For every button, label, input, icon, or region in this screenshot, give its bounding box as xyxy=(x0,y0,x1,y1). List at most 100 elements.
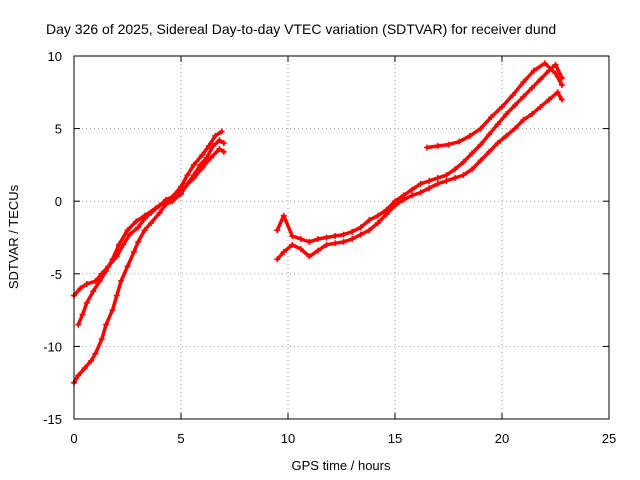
data-point xyxy=(98,336,105,343)
data-point xyxy=(77,285,84,292)
data-point xyxy=(451,174,458,181)
data-point xyxy=(451,166,458,173)
data-point xyxy=(118,278,125,285)
data-point xyxy=(135,238,142,245)
data-point xyxy=(323,234,330,241)
data-point xyxy=(558,82,565,89)
y-tick-label: 5 xyxy=(55,122,62,137)
y-tick-label: 10 xyxy=(48,49,62,64)
data-point xyxy=(357,231,364,238)
x-tick-label: 25 xyxy=(602,431,616,446)
data-point xyxy=(469,166,476,173)
data-point xyxy=(488,113,495,120)
chart-title: Day 326 of 2025, Sidereal Day-to-day VTE… xyxy=(46,21,556,37)
data-point xyxy=(494,121,501,128)
data-point xyxy=(537,76,544,83)
series-line-2 xyxy=(72,129,224,298)
data-point xyxy=(280,249,287,256)
data-point xyxy=(96,278,103,285)
data-point xyxy=(124,227,131,234)
data-point xyxy=(156,209,163,216)
data-point xyxy=(332,233,339,240)
data-point xyxy=(417,189,424,196)
data-point xyxy=(199,164,206,171)
data-point xyxy=(554,89,561,96)
data-point xyxy=(79,311,86,318)
tick-labels: 0 5 10 15 20 25 -15 -10 -5 0 5 10 xyxy=(43,49,616,446)
data-point xyxy=(280,212,287,219)
data-point xyxy=(392,198,398,205)
data-point xyxy=(426,185,433,192)
data-point xyxy=(109,256,116,263)
data-point xyxy=(417,180,424,187)
data-point xyxy=(531,67,538,74)
data-point xyxy=(383,206,390,213)
data-point xyxy=(133,218,140,225)
data-point xyxy=(323,241,330,248)
data-point xyxy=(171,192,178,199)
data-point xyxy=(466,132,473,139)
data-point xyxy=(212,132,219,139)
x-tick-label: 20 xyxy=(495,431,509,446)
data-point xyxy=(434,180,441,187)
data-point xyxy=(340,231,347,238)
data-point xyxy=(477,157,484,164)
data-point xyxy=(366,227,373,234)
plot-frame xyxy=(73,55,610,420)
data-point xyxy=(511,102,518,109)
data-point xyxy=(83,280,90,287)
data-point xyxy=(182,183,189,190)
data-point xyxy=(205,143,212,150)
y-tick-label: -10 xyxy=(43,339,62,354)
data-point xyxy=(190,161,197,168)
data-point xyxy=(274,227,281,234)
data-point xyxy=(115,241,122,248)
data-point xyxy=(520,79,527,86)
data-point xyxy=(349,228,356,235)
data-point xyxy=(366,217,373,224)
data-point xyxy=(103,267,110,274)
data-point xyxy=(537,103,544,110)
data-point xyxy=(424,144,431,151)
data-point xyxy=(184,172,191,179)
data-point xyxy=(190,174,197,181)
y-axis-label: SDTVAR / TECUs xyxy=(6,184,21,289)
axis-ticks xyxy=(73,55,610,420)
x-tick-label: 5 xyxy=(177,431,184,446)
data-point xyxy=(274,256,281,263)
data-point xyxy=(469,150,476,157)
data-point xyxy=(486,131,493,138)
data-point xyxy=(314,235,321,242)
series-line-4 xyxy=(275,90,564,262)
data-point xyxy=(113,292,120,299)
data-point xyxy=(546,96,553,103)
data-point xyxy=(434,174,441,181)
data-point xyxy=(509,92,516,99)
data-point xyxy=(306,238,313,245)
data-point xyxy=(520,116,527,123)
data-point xyxy=(216,145,223,152)
series-line-1 xyxy=(72,138,226,385)
data-point xyxy=(124,263,131,270)
y-tick-label: 0 xyxy=(55,194,62,209)
data-point xyxy=(207,154,214,161)
data-point xyxy=(152,205,159,212)
data-point xyxy=(499,103,505,110)
data-point xyxy=(126,231,133,238)
data-point xyxy=(503,132,510,139)
data-point xyxy=(340,238,347,245)
data-point xyxy=(220,140,227,147)
data-point xyxy=(511,125,518,132)
data-point xyxy=(81,365,88,372)
data-point xyxy=(477,141,484,148)
data-point xyxy=(456,138,463,145)
data-point xyxy=(148,219,155,226)
y-tick-label: -5 xyxy=(50,267,62,282)
series-layer xyxy=(71,60,565,386)
data-point xyxy=(443,177,450,184)
data-point xyxy=(141,227,148,234)
data-point xyxy=(297,246,304,253)
data-point xyxy=(103,321,110,328)
data-point xyxy=(109,307,116,314)
